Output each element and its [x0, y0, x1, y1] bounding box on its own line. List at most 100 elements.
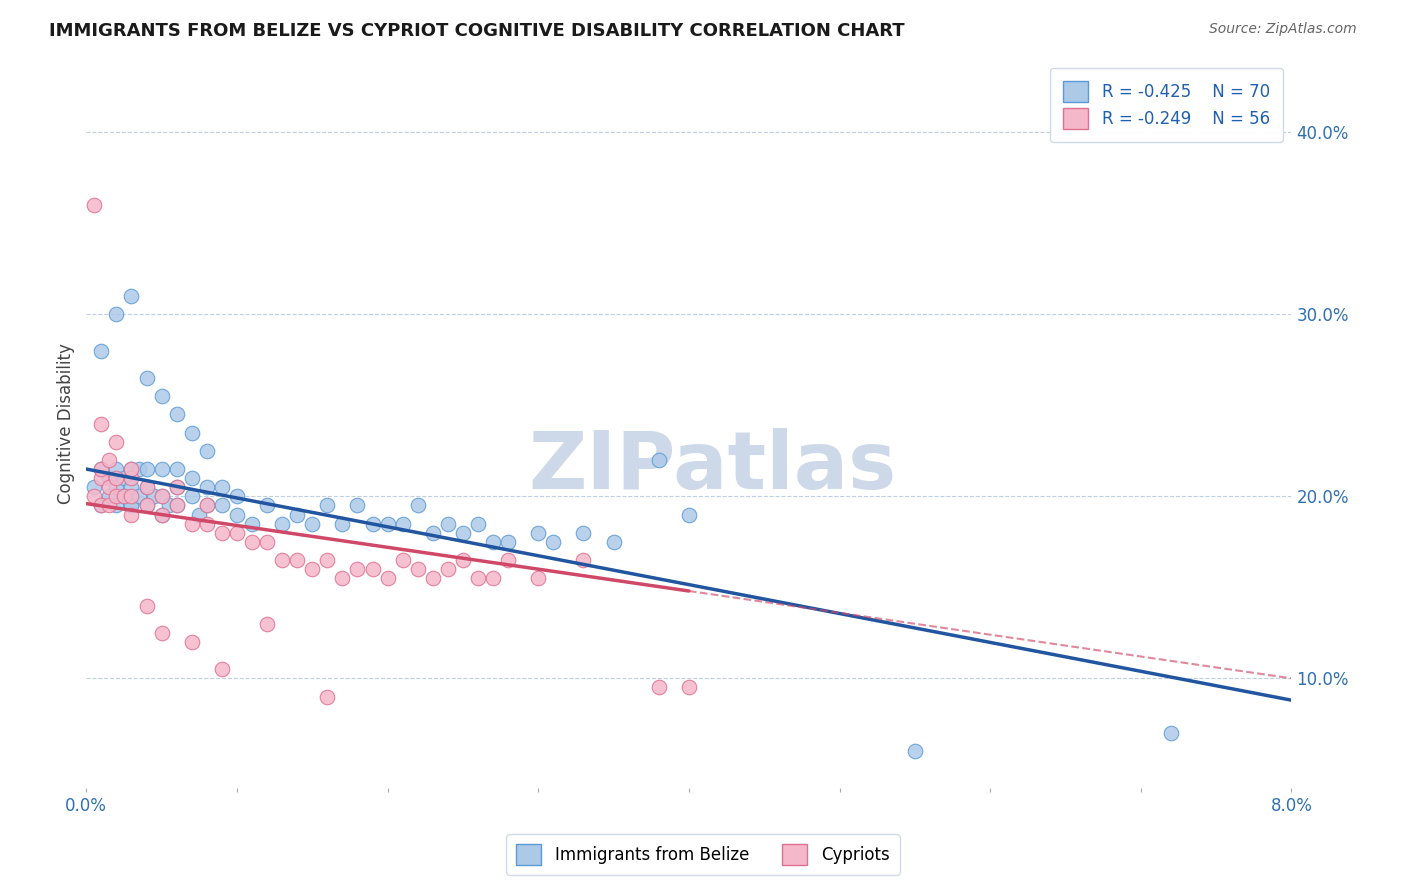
- Point: [482, 534, 505, 549]
- Point: [256, 499, 278, 513]
- Point: [422, 525, 444, 540]
- Point: [180, 471, 202, 485]
- Point: [226, 508, 249, 522]
- Text: ZIPatlas: ZIPatlas: [529, 428, 897, 507]
- Point: [135, 462, 157, 476]
- Point: [90, 471, 112, 485]
- Point: [135, 499, 157, 513]
- Point: [226, 525, 249, 540]
- Point: [97, 480, 120, 494]
- Point: [543, 534, 565, 549]
- Point: [346, 499, 368, 513]
- Point: [128, 462, 150, 476]
- Point: [527, 571, 550, 585]
- Point: [166, 499, 188, 513]
- Point: [285, 508, 308, 522]
- Point: [150, 489, 173, 503]
- Point: [437, 562, 460, 576]
- Point: [406, 499, 429, 513]
- Point: [143, 489, 166, 503]
- Text: IMMIGRANTS FROM BELIZE VS CYPRIOT COGNITIVE DISABILITY CORRELATION CHART: IMMIGRANTS FROM BELIZE VS CYPRIOT COGNIT…: [49, 22, 905, 40]
- Legend: Immigrants from Belize, Cypriots: Immigrants from Belize, Cypriots: [506, 834, 900, 875]
- Point: [316, 553, 339, 567]
- Point: [97, 499, 120, 513]
- Point: [135, 480, 157, 494]
- Point: [112, 489, 135, 503]
- Point: [97, 453, 120, 467]
- Point: [346, 562, 368, 576]
- Point: [180, 489, 202, 503]
- Point: [211, 662, 233, 676]
- Point: [135, 599, 157, 613]
- Point: [97, 471, 120, 485]
- Point: [496, 534, 519, 549]
- Point: [150, 625, 173, 640]
- Point: [90, 462, 112, 476]
- Point: [105, 499, 128, 513]
- Point: [150, 462, 173, 476]
- Point: [83, 198, 105, 212]
- Point: [1160, 726, 1182, 740]
- Point: [361, 562, 384, 576]
- Point: [678, 508, 700, 522]
- Point: [451, 525, 474, 540]
- Point: [121, 499, 143, 513]
- Point: [391, 553, 413, 567]
- Point: [105, 480, 128, 494]
- Point: [422, 571, 444, 585]
- Point: [105, 434, 128, 449]
- Point: [121, 471, 143, 485]
- Point: [121, 508, 143, 522]
- Point: [256, 616, 278, 631]
- Point: [150, 489, 173, 503]
- Point: [135, 371, 157, 385]
- Point: [602, 534, 624, 549]
- Point: [211, 499, 233, 513]
- Point: [195, 499, 218, 513]
- Point: [90, 499, 112, 513]
- Point: [648, 681, 671, 695]
- Point: [90, 417, 112, 431]
- Point: [904, 744, 927, 758]
- Point: [316, 499, 339, 513]
- Point: [467, 516, 489, 531]
- Point: [678, 681, 700, 695]
- Point: [195, 480, 218, 494]
- Point: [406, 562, 429, 576]
- Point: [527, 525, 550, 540]
- Point: [301, 516, 323, 531]
- Point: [135, 480, 157, 494]
- Point: [180, 425, 202, 440]
- Point: [271, 553, 294, 567]
- Point: [195, 499, 218, 513]
- Point: [112, 471, 135, 485]
- Text: Source: ZipAtlas.com: Source: ZipAtlas.com: [1209, 22, 1357, 37]
- Point: [105, 462, 128, 476]
- Point: [112, 489, 135, 503]
- Point: [572, 553, 595, 567]
- Point: [377, 571, 399, 585]
- Point: [482, 571, 505, 585]
- Point: [121, 462, 143, 476]
- Point: [105, 489, 128, 503]
- Point: [121, 489, 143, 503]
- Point: [90, 499, 112, 513]
- Point: [150, 389, 173, 403]
- Point: [285, 553, 308, 567]
- Point: [121, 462, 143, 476]
- Point: [240, 534, 263, 549]
- Legend: R = -0.425    N = 70, R = -0.249    N = 56: R = -0.425 N = 70, R = -0.249 N = 56: [1050, 68, 1284, 142]
- Point: [105, 471, 128, 485]
- Point: [166, 480, 188, 494]
- Point: [166, 499, 188, 513]
- Point: [188, 508, 211, 522]
- Point: [211, 525, 233, 540]
- Point: [332, 516, 354, 531]
- Point: [180, 516, 202, 531]
- Point: [157, 499, 180, 513]
- Point: [240, 516, 263, 531]
- Point: [271, 516, 294, 531]
- Point: [180, 635, 202, 649]
- Point: [135, 499, 157, 513]
- Point: [166, 408, 188, 422]
